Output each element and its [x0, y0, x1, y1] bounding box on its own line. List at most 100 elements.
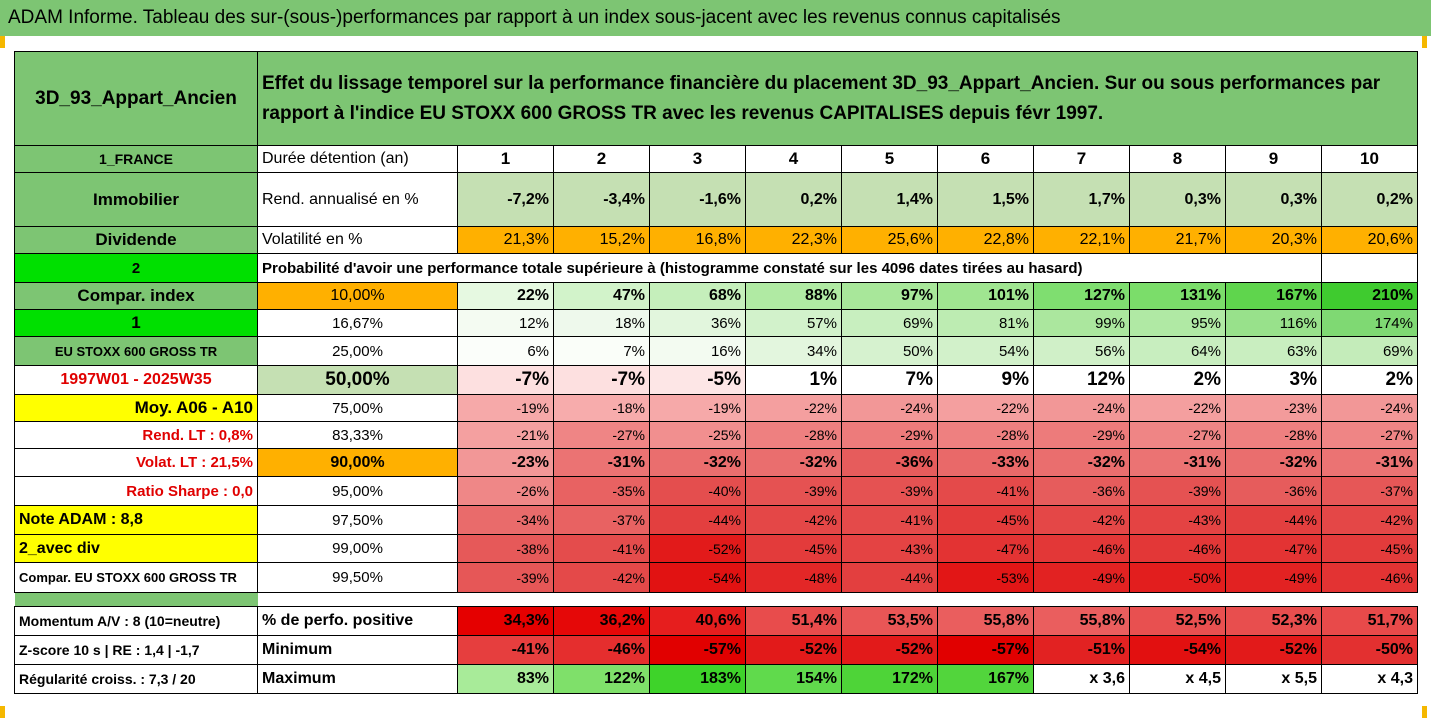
percentile-threshold: 25,00% [257, 336, 458, 366]
percentile-value: 2% [1321, 365, 1418, 395]
stat-value: 52,3% [1225, 606, 1322, 636]
side-label: Compar. index [14, 282, 258, 310]
year-header: 5 [841, 145, 938, 173]
stat-value: 55,8% [937, 606, 1034, 636]
percentile-value: 63% [1225, 336, 1322, 366]
percentile-value: -28% [745, 421, 842, 449]
return-value: -3,4% [553, 172, 650, 227]
percentile-value: 3% [1225, 365, 1322, 395]
percentile-value: 1% [745, 365, 842, 395]
side-label: Immobilier [14, 172, 258, 227]
percentile-value: -22% [937, 394, 1034, 422]
percentile-value: -48% [745, 562, 842, 593]
percentile-value: -27% [553, 421, 650, 449]
percentile-value: -41% [553, 534, 650, 563]
header-row: 3D_93_Appart_Ancien Effet du lissage tem… [14, 51, 1418, 146]
percentile-value: -39% [841, 476, 938, 506]
percentile-value: -24% [1033, 394, 1130, 422]
stat-value: 122% [553, 664, 650, 694]
side-label: 1_FRANCE [14, 145, 258, 173]
stat-value: -46% [553, 635, 650, 665]
row-label: Rend. annualisé en % [257, 172, 458, 227]
percentile-value: -22% [1129, 394, 1226, 422]
percentile-value: -45% [937, 505, 1034, 535]
percentile-value: 6% [457, 336, 554, 366]
percentile-row: Rend. LT : 0,8% 83,33% -21% -27% -25% -28% -29… [14, 421, 1418, 449]
percentile-value: 7% [553, 336, 650, 366]
percentile-value: 127% [1033, 282, 1130, 310]
percentile-value: -29% [841, 421, 938, 449]
return-value: 0,2% [745, 172, 842, 227]
percentile-value: 69% [841, 309, 938, 337]
percentile-value: -27% [1321, 421, 1418, 449]
percentile-value: -42% [553, 562, 650, 593]
stat-value: x 4,3 [1321, 664, 1418, 694]
percentile-value: -27% [1129, 421, 1226, 449]
side-label: 1997W01 - 2025W35 [14, 365, 258, 395]
side-label: Note ADAM : 8,8 [14, 505, 258, 535]
year-header: 4 [745, 145, 842, 173]
percentile-value: -36% [1225, 476, 1322, 506]
corner-marker [0, 36, 5, 48]
percentile-value: -37% [1321, 476, 1418, 506]
percentile-value: 101% [937, 282, 1034, 310]
percentile-value: -36% [1033, 476, 1130, 506]
percentile-value: -18% [553, 394, 650, 422]
return-value: -7,2% [457, 172, 554, 227]
corner-marker [0, 706, 5, 718]
percentile-value: 210% [1321, 282, 1418, 310]
percentile-value: -24% [1321, 394, 1418, 422]
return-value: 1,4% [841, 172, 938, 227]
volatility-value: 21,3% [457, 226, 554, 254]
volatility-value: 22,8% [937, 226, 1034, 254]
volatility-value: 15,2% [553, 226, 650, 254]
stat-value: 51,7% [1321, 606, 1418, 636]
return-value: 1,5% [937, 172, 1034, 227]
percentile-value: -23% [457, 448, 554, 477]
percentile-value: -25% [649, 421, 746, 449]
stat-value: 34,3% [457, 606, 554, 636]
percentile-value: 16% [649, 336, 746, 366]
percentile-threshold: 97,50% [257, 505, 458, 535]
percentile-value: 47% [553, 282, 650, 310]
spacer-row [14, 592, 1418, 607]
volatility-value: 16,8% [649, 226, 746, 254]
side-label: 1 [14, 309, 258, 337]
percentile-value: 12% [457, 309, 554, 337]
percentile-value: -36% [841, 448, 938, 477]
percentile-threshold: 99,00% [257, 534, 458, 563]
percentile-value: 131% [1129, 282, 1226, 310]
percentile-value: -29% [1033, 421, 1130, 449]
percentile-value: -22% [745, 394, 842, 422]
side-label: Moy. A06 - A10 [14, 394, 258, 422]
row-label: Volatilité en % [257, 226, 458, 254]
row-label: Maximum [257, 664, 458, 694]
percentile-row: Moy. A06 - A10 75,00% -19% -18% -19% -22% -24%… [14, 394, 1418, 422]
stat-value: 83% [457, 664, 554, 694]
percentile-threshold: 75,00% [257, 394, 458, 422]
percentile-value: 2% [1129, 365, 1226, 395]
stat-value: x 4,5 [1129, 664, 1226, 694]
percentile-value: -47% [937, 534, 1034, 563]
side-label: EU STOXX 600 GROSS TR [14, 336, 258, 366]
percentile-row: 1997W01 - 2025W35 50,00% -7% -7% -5% 1% 7% 9% 12… [14, 365, 1418, 395]
side-label: Compar. EU STOXX 600 GROSS TR [14, 562, 258, 593]
stat-value: -41% [457, 635, 554, 665]
percentile-value: 9% [937, 365, 1034, 395]
percentile-value: -39% [745, 476, 842, 506]
stat-value: 55,8% [1033, 606, 1130, 636]
percentile-value: 7% [841, 365, 938, 395]
percentile-value: -31% [1129, 448, 1226, 477]
stat-value: 51,4% [745, 606, 842, 636]
percentile-value: -46% [1321, 562, 1418, 593]
return-value: 0,3% [1225, 172, 1322, 227]
stats-row: Régularité croiss. : 7,3 / 20 Maximum 83% 1… [14, 664, 1418, 694]
return-value: -1,6% [649, 172, 746, 227]
percentile-value: 22% [457, 282, 554, 310]
probability-row: 2 Probabilité d'avoir une performance to… [14, 253, 1418, 283]
year-header: 2 [553, 145, 650, 173]
percentile-value: 54% [937, 336, 1034, 366]
year-header: 1 [457, 145, 554, 173]
percentile-row: 2_avec div 99,00% -38% -41% -52% -45% -43% -47%… [14, 534, 1418, 563]
side-label: Régularité croiss. : 7,3 / 20 [14, 664, 258, 694]
